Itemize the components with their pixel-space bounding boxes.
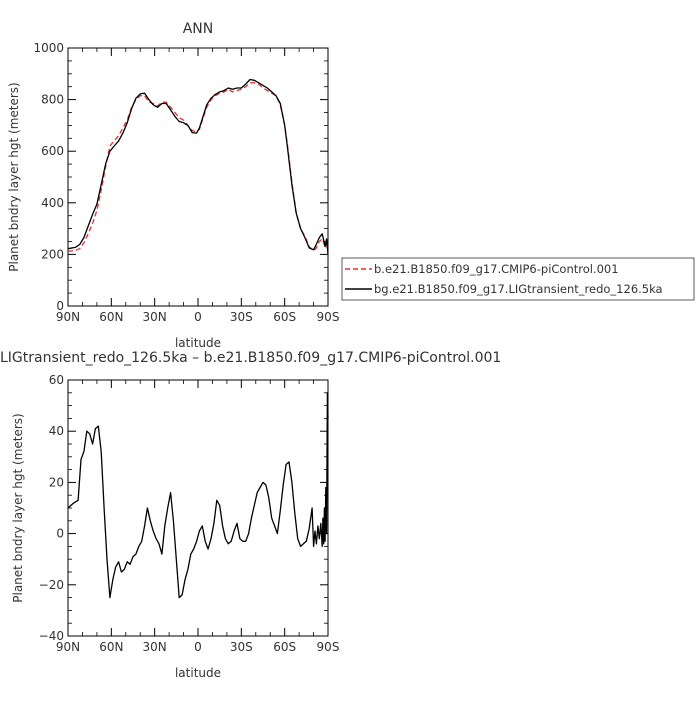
legend-label-control: b.e21.B1850.f09_g17.CMIP6-piControl.001 bbox=[374, 262, 619, 276]
bottom-chart-title: LIGtransient_redo_126.5ka – b.e21.B1850.… bbox=[0, 350, 501, 366]
top-chart-xtick-label: 90N bbox=[56, 310, 80, 324]
top-chart-xtick-label: 30N bbox=[143, 310, 167, 324]
bottom-chart-series bbox=[67, 392, 329, 599]
bottom-chart: LIGtransient_redo_126.5ka – b.e21.B1850.… bbox=[0, 350, 501, 680]
top-chart-ytick-label: 800 bbox=[41, 93, 64, 107]
bottom-chart-xtick-label: 0 bbox=[194, 640, 202, 654]
bottom-chart-xtick-label: 60N bbox=[99, 640, 123, 654]
top-chart-ytick-label: 600 bbox=[41, 144, 64, 158]
bottom-chart-xlabel: latitude bbox=[175, 666, 221, 680]
top-chart-series-line-0 bbox=[67, 82, 329, 252]
bottom-chart-ytick-label: −20 bbox=[39, 578, 64, 592]
bottom-chart-xtick-label: 90S bbox=[317, 640, 340, 654]
top-chart-ytick-label: 0 bbox=[56, 299, 64, 313]
top-chart-xtick-label: 0 bbox=[194, 310, 202, 324]
bottom-chart-ytick-label: 60 bbox=[49, 373, 64, 387]
bottom-chart-axes: −40 −20 0 20 40 60 90N 60N 30N 0 30S 60S 90S bbox=[39, 373, 340, 654]
top-chart-plot-frame bbox=[67, 47, 329, 307]
top-chart-xtick-label: 90S bbox=[317, 310, 340, 324]
legend: b.e21.B1850.f09_g17.CMIP6-piControl.001 … bbox=[341, 257, 695, 301]
top-chart-ytick-label: 200 bbox=[41, 247, 64, 261]
top-chart-xtick-label: 30S bbox=[230, 310, 253, 324]
bottom-chart-ytick-label: 20 bbox=[49, 475, 64, 489]
bottom-chart-ytick-label: 0 bbox=[56, 527, 64, 541]
top-chart-xtick-label: 60N bbox=[99, 310, 123, 324]
bottom-chart-xtick-label: 60S bbox=[273, 640, 296, 654]
top-chart-ytick-label: 400 bbox=[41, 196, 64, 210]
bottom-chart-plot-frame bbox=[67, 379, 329, 637]
top-chart-xtick-label: 60S bbox=[273, 310, 296, 324]
top-chart-axes: 0 200 400 600 800 1000 90N 60N 30N 0 30S 60S 90S bbox=[33, 41, 339, 324]
bottom-chart-ytick-label: −40 bbox=[39, 629, 64, 643]
legend-label-lig: bg.e21.B1850.f09_g17.LIGtransient_redo_1… bbox=[374, 282, 663, 296]
top-chart-ytick-label: 1000 bbox=[33, 41, 64, 55]
bottom-chart-xtick-label: 30N bbox=[143, 640, 167, 654]
top-chart-ylabel: Planet bndry layer hgt (meters) bbox=[7, 82, 21, 272]
bottom-chart-ytick-label: 40 bbox=[49, 424, 64, 438]
bottom-chart-ylabel: Planet bndry layer hgt (meters) bbox=[11, 413, 25, 603]
top-chart-series-line-1 bbox=[67, 78, 329, 255]
top-chart-xlabel: latitude bbox=[175, 336, 221, 350]
top-chart: ANN Planet bndry layer hgt (meters) lati… bbox=[7, 21, 339, 350]
legend-box bbox=[341, 257, 695, 301]
bottom-chart-xtick-label: 90N bbox=[56, 640, 80, 654]
top-chart-title: ANN bbox=[183, 21, 214, 37]
bottom-chart-xtick-label: 30S bbox=[230, 640, 253, 654]
top-chart-series bbox=[67, 78, 329, 255]
bottom-chart-series-line-0 bbox=[67, 392, 329, 599]
